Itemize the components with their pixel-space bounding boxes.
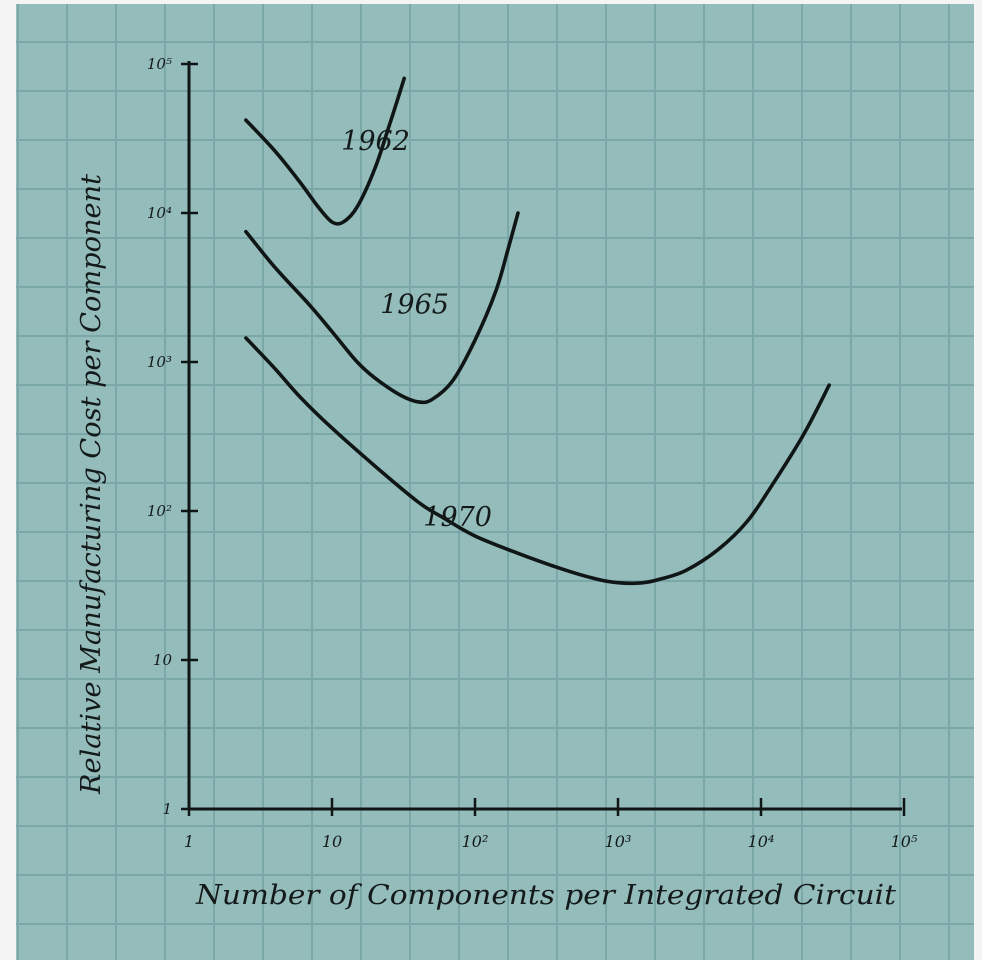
x-tick-label-3: 10³: [605, 832, 632, 851]
y-tick-label-0: 1: [162, 800, 172, 818]
y-tick-label-3: 10³: [147, 353, 172, 371]
curve-label-1962: 1962: [341, 126, 410, 157]
x-tick-label-0: 1: [184, 832, 194, 851]
curve-1962: [244, 76, 406, 226]
x-tick-label-4: 10⁴: [748, 832, 775, 851]
x-tick-label-2: 10²: [462, 832, 489, 851]
y-tick-label-4: 10⁴: [147, 204, 172, 222]
curve-1970: [244, 336, 831, 586]
curve-labels: 1962 1965 1970: [341, 126, 492, 533]
curves: [244, 76, 831, 586]
y-tick-label-1: 10: [153, 651, 173, 669]
y-axis-title: Relative Manufacturing Cost per Componen…: [76, 174, 107, 795]
chart-paper: 1 10 10² 10³ 10⁴ 10⁵ 1 10 10² 10³ 10⁴ 10⁵ 1962 1965…: [16, 4, 974, 960]
curve-label-1965: 1965: [380, 289, 449, 320]
curve-label-1970: 1970: [423, 502, 492, 533]
curve-1965: [244, 211, 520, 405]
y-ticks: 1 10 10² 10³ 10⁴ 10⁵: [147, 55, 198, 818]
x-axis-title: Number of Components per Integrated Circ…: [195, 880, 896, 911]
y-tick-label-5: 10⁵: [147, 55, 172, 73]
chart-svg: 1 10 10² 10³ 10⁴ 10⁵ 1 10 10² 10³ 10⁴ 10⁵ 1962 1965…: [16, 4, 974, 960]
grid-lines: [16, 4, 974, 960]
y-tick-label-2: 10²: [147, 502, 172, 520]
x-tick-label-5: 10⁵: [891, 832, 918, 851]
x-ticks: 1 10 10² 10³ 10⁴ 10⁵: [184, 798, 918, 851]
axes: [187, 61, 902, 811]
x-tick-label-1: 10: [322, 832, 342, 851]
